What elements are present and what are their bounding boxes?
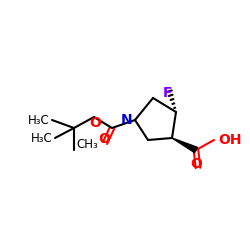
Text: H₃C: H₃C (31, 132, 53, 144)
Text: O: O (190, 157, 202, 171)
Polygon shape (172, 138, 197, 153)
Text: O: O (89, 116, 101, 130)
Text: O: O (98, 132, 110, 146)
Text: CH₃: CH₃ (76, 138, 98, 151)
Text: OH: OH (218, 133, 242, 147)
Text: N: N (121, 113, 133, 127)
Text: H₃C: H₃C (28, 114, 50, 126)
Text: F: F (163, 86, 173, 100)
